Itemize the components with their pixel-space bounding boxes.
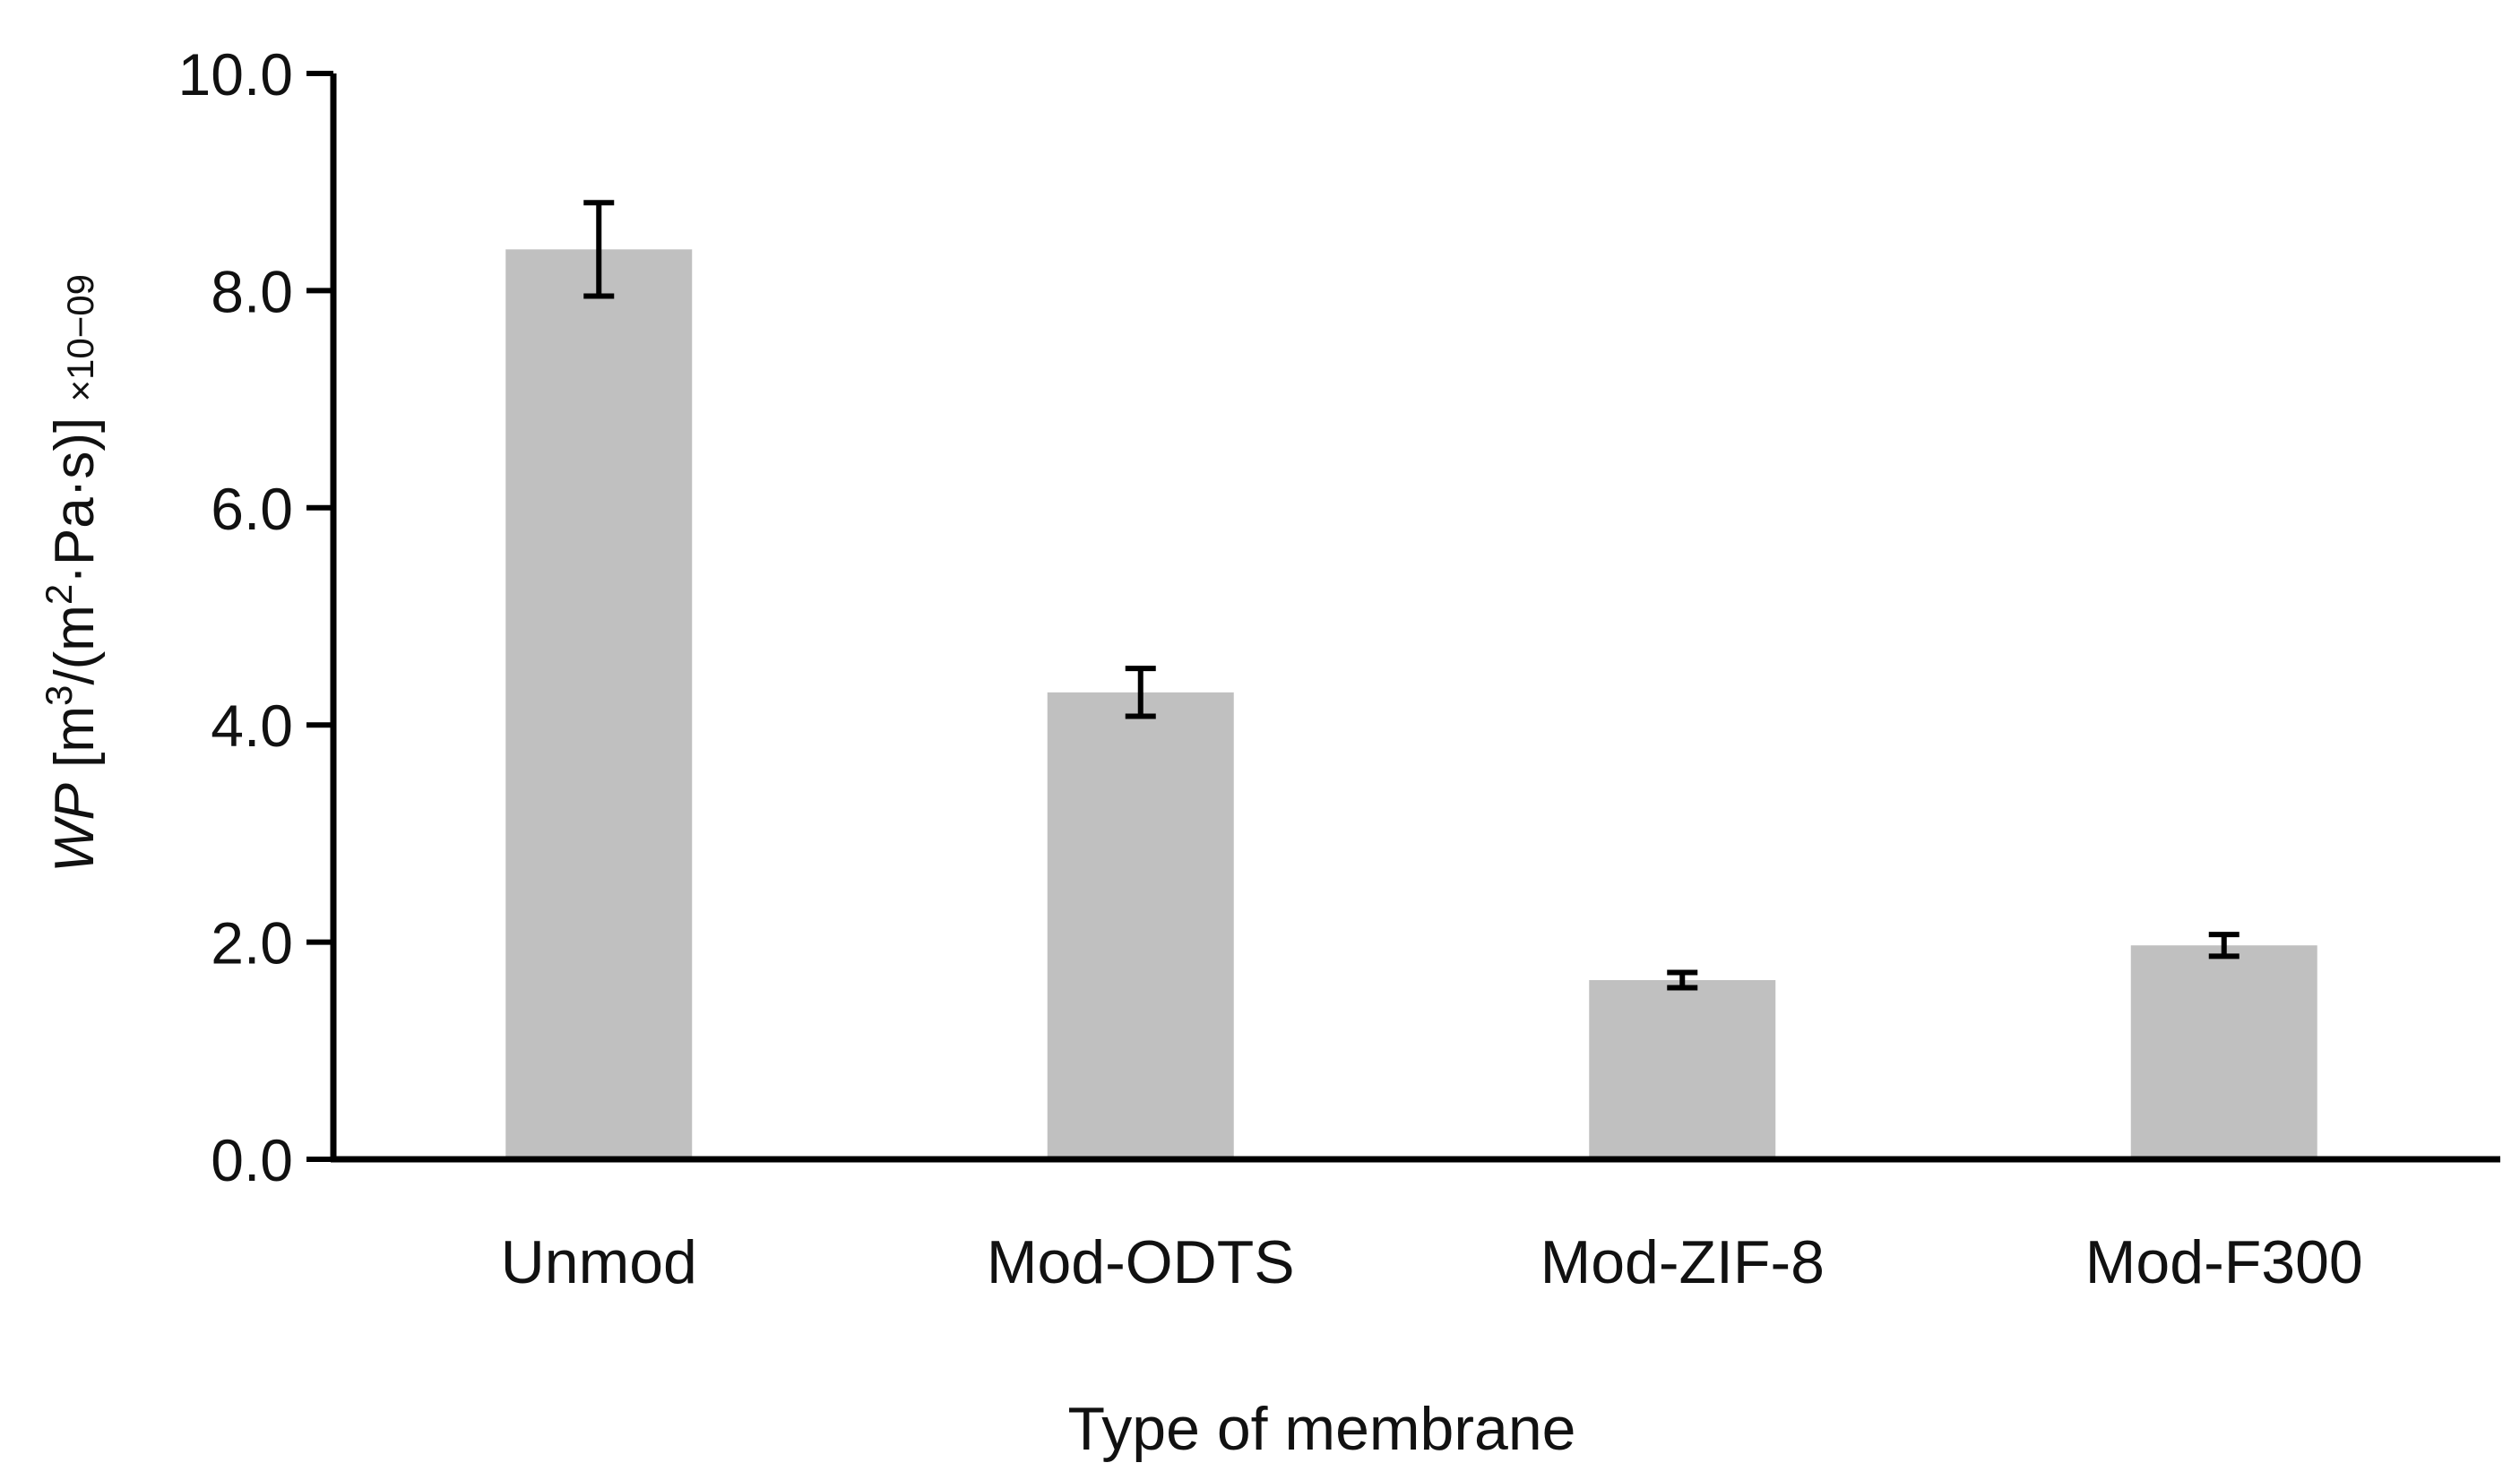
y-tick-label: 8.0 xyxy=(211,258,293,324)
y-ticks: 0.0 2.0 4.0 6.0 8.0 10.0 xyxy=(178,41,333,1193)
y-axis-label-variable: WP xyxy=(44,783,106,873)
y-tick-label: 10.0 xyxy=(178,41,293,108)
y-axis-label-unit-close: ·Pa·s)] xyxy=(44,402,106,584)
bar xyxy=(1589,980,1776,1159)
y-axis-label: WP [m3/(m2·Pa·s)] ×10−09 xyxy=(38,274,106,873)
error-bar xyxy=(1125,666,1156,719)
axes xyxy=(330,73,2500,1163)
x-category-label: Unmod xyxy=(501,1228,697,1296)
y-tick-label: 0.0 xyxy=(211,1127,293,1193)
bar xyxy=(2130,945,2317,1159)
error-bars xyxy=(583,200,2240,991)
y-axis-label-unit-open: [m xyxy=(44,706,106,783)
y-axis-label-sup-2: 2 xyxy=(38,584,80,605)
bar xyxy=(1047,692,1234,1159)
y-tick-label: 6.0 xyxy=(211,476,293,542)
y-axis-label-unit-mid: /(m xyxy=(44,605,106,685)
y-tick-label: 4.0 xyxy=(211,693,293,759)
error-bar xyxy=(2208,932,2240,959)
x-axis-label: Type of membrane xyxy=(1068,1395,1576,1463)
error-bar xyxy=(1667,969,1698,991)
x-category-label: Mod-ZIF-8 xyxy=(1540,1228,1825,1296)
x-category-label: Mod-ODTS xyxy=(987,1228,1295,1296)
y-axis-label-sup-3: 3 xyxy=(38,685,80,706)
x-categories: Unmod Mod-ODTS Mod-ZIF-8 Mod-F300 xyxy=(501,1228,2363,1296)
bars xyxy=(505,249,2317,1159)
bar xyxy=(505,249,693,1159)
x-category-label: Mod-F300 xyxy=(2085,1228,2363,1296)
y-axis-label-scale: ×10−09 xyxy=(59,274,101,402)
error-bar xyxy=(583,200,615,299)
y-tick-label: 2.0 xyxy=(211,910,293,977)
